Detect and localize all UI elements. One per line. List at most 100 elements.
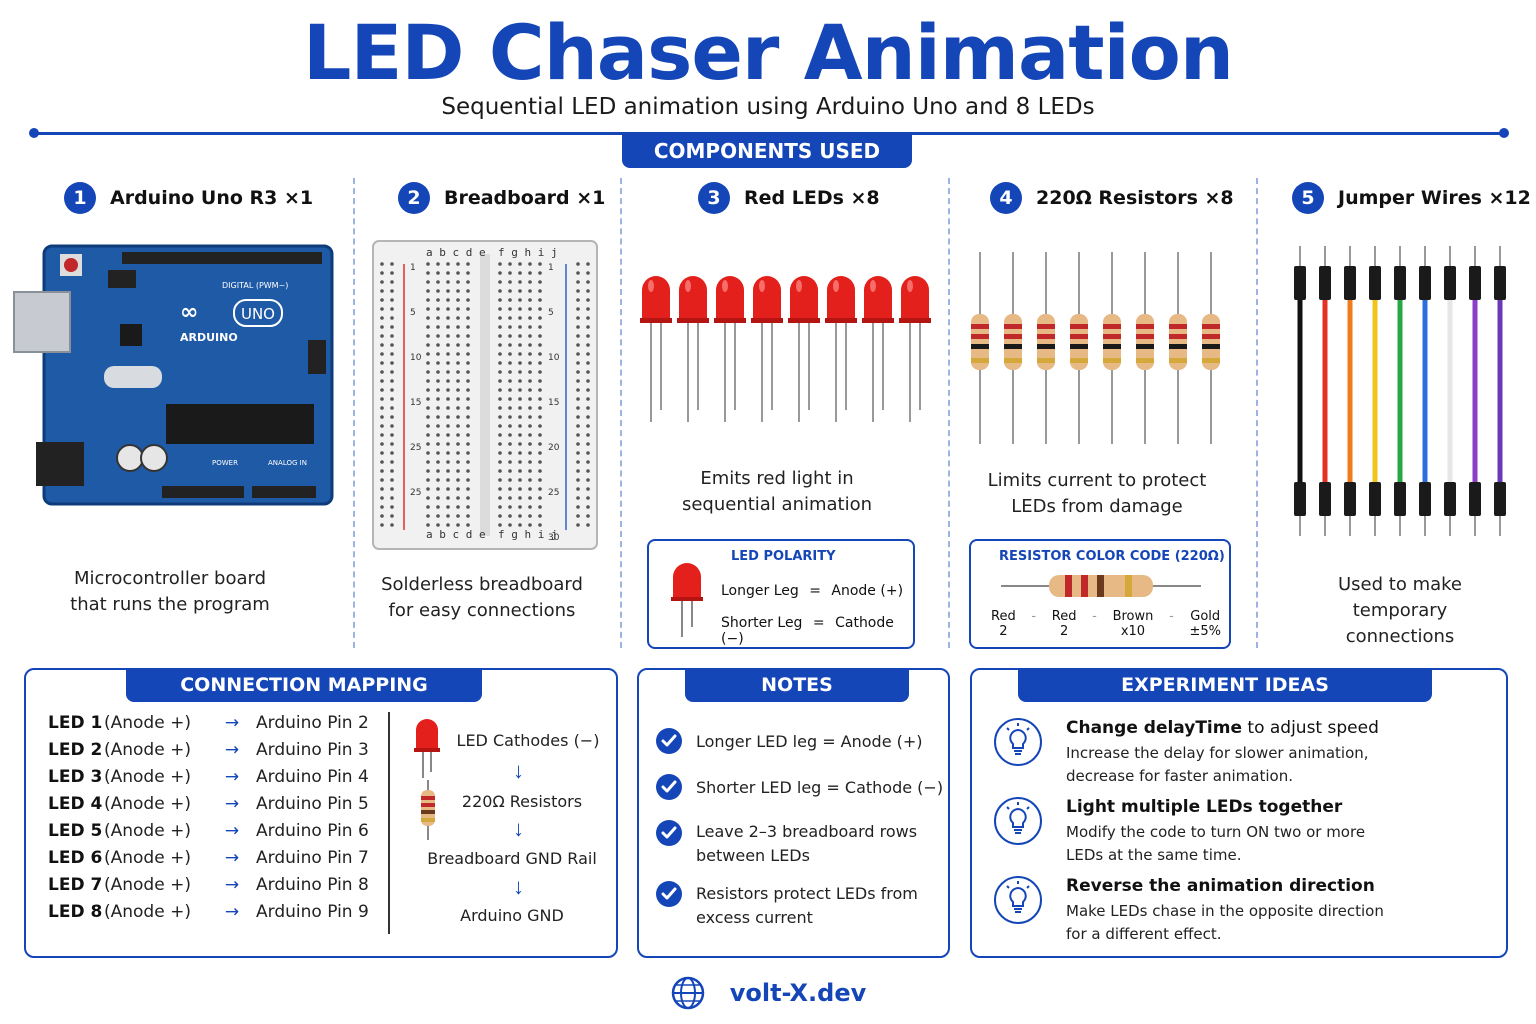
breadboard-hole bbox=[436, 307, 440, 311]
mapping-led: LED 5 bbox=[48, 821, 103, 841]
breadboard-hole bbox=[446, 460, 450, 464]
arrow-right-icon: → bbox=[224, 875, 240, 895]
breadboard-hole bbox=[498, 505, 502, 509]
breadboard-hole bbox=[538, 334, 542, 338]
arrow-right-icon: → bbox=[224, 794, 240, 814]
breadboard-hole bbox=[538, 433, 542, 437]
breadboard-hole bbox=[586, 280, 590, 284]
breadboard-hole bbox=[466, 298, 470, 302]
breadboard-row-label: 10 bbox=[410, 353, 422, 363]
breadboard-hole bbox=[538, 514, 542, 518]
resistor bbox=[1037, 252, 1055, 444]
breadboard-hole bbox=[390, 442, 394, 446]
breadboard-hole bbox=[586, 469, 590, 473]
breadboard-hole bbox=[576, 487, 580, 491]
jumper-wire bbox=[1469, 246, 1481, 536]
breadboard-hole bbox=[390, 496, 394, 500]
breadboard-hole bbox=[528, 352, 532, 356]
breadboard-hole bbox=[436, 298, 440, 302]
breadboard-hole bbox=[456, 388, 460, 392]
breadboard-row-label: 25 bbox=[410, 488, 421, 498]
breadboard-hole bbox=[586, 406, 590, 410]
breadboard-hole bbox=[586, 307, 590, 311]
component-heading-jumpers: 5 Jumper Wires ×12 bbox=[1292, 182, 1531, 214]
breadboard-hole bbox=[426, 271, 430, 275]
mapping-row: LED 7 (Anode +) → Arduino Pin 8 bbox=[48, 875, 369, 895]
component-heading-arduino: 1 Arduino Uno R3 ×1 bbox=[64, 182, 313, 214]
breadboard-hole bbox=[390, 505, 394, 509]
breadboard-hole bbox=[586, 424, 590, 428]
breadboard-hole bbox=[576, 442, 580, 446]
breadboard-hole bbox=[538, 424, 542, 428]
breadboard-hole bbox=[498, 496, 502, 500]
breadboard-hole bbox=[586, 433, 590, 437]
breadboard-hole bbox=[456, 487, 460, 491]
breadboard-hole bbox=[498, 442, 502, 446]
breadboard-hole bbox=[436, 271, 440, 275]
breadboard-hole bbox=[446, 280, 450, 284]
breadboard-hole bbox=[528, 433, 532, 437]
mapping-row: LED 4 (Anode +) → Arduino Pin 5 bbox=[48, 794, 369, 814]
breadboard-row-label: 20 bbox=[548, 443, 560, 453]
breadboard-hole bbox=[380, 298, 384, 302]
breadboard-hole bbox=[586, 451, 590, 455]
checkmark-glyph bbox=[661, 887, 677, 900]
breadboard-hole bbox=[538, 478, 542, 482]
breadboard-hole bbox=[456, 316, 460, 320]
notes-panel: NOTES bbox=[637, 668, 950, 958]
mapping-anode: (Anode +) bbox=[104, 848, 191, 868]
lightbulb-icon bbox=[994, 797, 1042, 845]
breadboard-hole bbox=[538, 505, 542, 509]
column-divider bbox=[353, 178, 355, 648]
breadboard-hole bbox=[436, 514, 440, 518]
breadboard-hole bbox=[446, 469, 450, 473]
breadboard-hole bbox=[518, 370, 522, 374]
breadboard-hole bbox=[380, 388, 384, 392]
breadboard-hole bbox=[466, 487, 470, 491]
breadboard-hole bbox=[380, 343, 384, 347]
mapping-anode: (Anode +) bbox=[104, 902, 191, 922]
breadboard-hole bbox=[538, 397, 542, 401]
breadboard-hole bbox=[518, 406, 522, 410]
breadboard-hole bbox=[380, 496, 384, 500]
breadboard-hole bbox=[380, 415, 384, 419]
globe-icon bbox=[671, 976, 704, 1010]
breadboard-hole bbox=[380, 361, 384, 365]
note-item: Resistors protect LEDs from excess curren… bbox=[696, 884, 918, 927]
mapping-led: LED 2 bbox=[48, 740, 103, 760]
breadboard-hole bbox=[518, 271, 522, 275]
breadboard-hole bbox=[390, 415, 394, 419]
mapping-pin: Arduino Pin 8 bbox=[256, 875, 369, 895]
breadboard-hole bbox=[456, 496, 460, 500]
components-section-label: COMPONENTS USED bbox=[622, 134, 912, 168]
breadboard-hole bbox=[508, 415, 512, 419]
breadboard-hole bbox=[390, 325, 394, 329]
connection-mapping-panel: CONNECTION MAPPING bbox=[24, 668, 618, 958]
jumper-wire bbox=[1319, 246, 1331, 536]
breadboard-hole bbox=[586, 379, 590, 383]
breadboard-hole bbox=[456, 523, 460, 527]
breadboard-hole bbox=[466, 343, 470, 347]
breadboard-hole bbox=[538, 469, 542, 473]
jumper-wire bbox=[1369, 246, 1381, 536]
breadboard-hole bbox=[390, 424, 394, 428]
breadboard-hole bbox=[446, 415, 450, 419]
breadboard-hole bbox=[508, 334, 512, 338]
breadboard-hole bbox=[538, 325, 542, 329]
breadboard-hole bbox=[426, 280, 430, 284]
breadboard-hole bbox=[576, 370, 580, 374]
breadboard-hole bbox=[498, 262, 502, 266]
breadboard-row-label: 15 bbox=[548, 398, 559, 408]
breadboard-hole bbox=[436, 478, 440, 482]
breadboard-hole bbox=[426, 397, 430, 401]
check-icon bbox=[656, 728, 682, 754]
band-separator: - bbox=[1031, 609, 1037, 624]
breadboard-hole bbox=[390, 307, 394, 311]
footer-site[interactable]: volt-X.dev bbox=[729, 979, 867, 1007]
breadboard-hole bbox=[576, 316, 580, 320]
breadboard-hole bbox=[498, 352, 502, 356]
jumper-wire bbox=[1419, 246, 1431, 536]
breadboard-hole bbox=[390, 433, 394, 437]
breadboard-hole bbox=[518, 442, 522, 446]
breadboard-hole bbox=[380, 460, 384, 464]
